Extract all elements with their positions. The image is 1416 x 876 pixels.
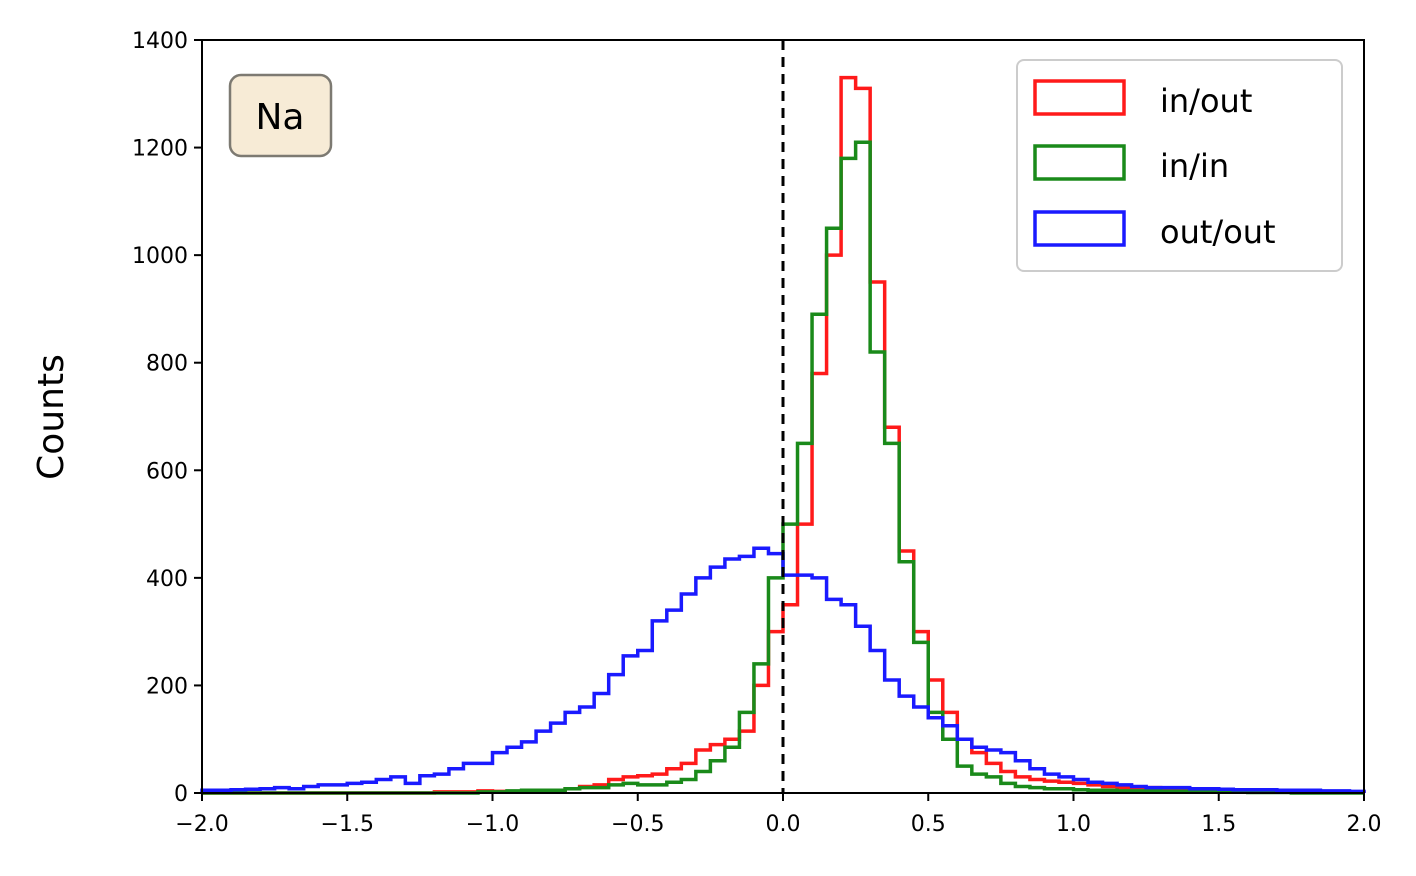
y-tick-label: 800 [146,352,188,377]
histogram-series-out-out [200,546,1366,794]
series-group [200,75,1366,795]
legend-label-out-out: out/out [1160,213,1276,251]
histogram-series-in-in [202,140,1364,795]
legend-swatch-out-out [1033,210,1126,247]
x-tick-label: 0.5 [911,812,946,837]
y-tick-label: 0 [174,782,188,807]
legend-label-in-in: in/in [1160,147,1229,185]
legend-swatch-in-out [1033,79,1126,116]
x-tick-label: −0.5 [611,812,664,837]
x-tick-label: −2.0 [175,812,228,837]
y-axis-label: Counts [31,354,72,480]
legend-label-in-out: in/out [1160,82,1252,120]
annotation-badge-box [228,73,333,158]
y-tick-label: 1000 [132,244,188,269]
x-tick-label: 1.5 [1201,812,1236,837]
legend-swatch-in-in [1033,144,1126,181]
y-tick-label: 1400 [132,29,188,54]
x-tick-label: 2.0 [1347,812,1382,837]
y-tick-label: 600 [146,459,188,484]
x-tick-label: −1.5 [321,812,374,837]
x-tick-label: 0.0 [766,812,801,837]
annotation-badge-label: Na [256,97,305,138]
y-tick-label: 200 [146,674,188,699]
x-tick-label: 1.0 [1056,812,1091,837]
x-axis: −2.0 −1.5 −1.0 −0.5 0.0 0.5 1.0 1.5 2.0 [175,793,1382,837]
y-tick-label: 1200 [132,137,188,162]
x-tick-label: −1.0 [466,812,519,837]
annotation-badge: Na [228,73,333,158]
legend: in/out in/in out/out [1016,59,1343,272]
y-tick-label: 400 [146,567,188,592]
y-axis: 0 200 400 600 800 1000 1200 1400 [132,29,202,807]
